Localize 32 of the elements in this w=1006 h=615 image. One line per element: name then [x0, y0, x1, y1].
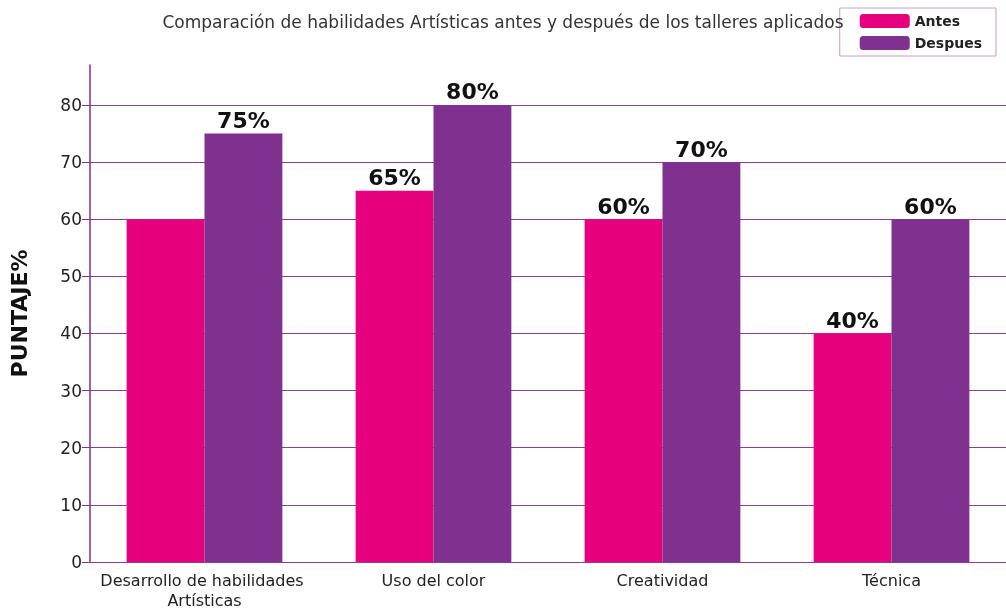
y-tick-label: 0 [71, 552, 82, 572]
data-label: 70% [675, 136, 728, 162]
bar [355, 190, 434, 562]
bar [433, 104, 512, 562]
y-tick-label: 80 [60, 94, 82, 115]
data-label: 65% [368, 165, 421, 191]
y-tick-label: 10 [60, 494, 82, 515]
y-tick-label: 50 [60, 266, 82, 287]
x-tick-label: Desarrollo de habilidades Artísticas [100, 570, 309, 610]
data-label: 60% [904, 193, 957, 219]
data-label: 60% [597, 193, 650, 219]
bar [891, 219, 970, 562]
bar [584, 219, 663, 562]
x-tick-label: Creatividad [616, 570, 709, 590]
y-axis-title: PUNTAJE% [6, 249, 32, 378]
legend-label: Antes [914, 13, 961, 29]
y-tick-label: 70 [60, 152, 82, 173]
data-label: 40% [826, 307, 879, 333]
x-tick-label: Uso del color [381, 570, 486, 590]
y-tick-label: 60 [60, 209, 82, 230]
chart-title: Comparación de habilidades Artísticas antes y después de los talleres aplicados [162, 11, 844, 32]
bar [126, 219, 205, 562]
bar [662, 162, 741, 562]
bar [204, 133, 283, 562]
bar [813, 333, 892, 562]
x-tick-label: Técnica [861, 570, 921, 590]
y-tick-label: 30 [60, 380, 82, 401]
data-label: 75% [217, 108, 270, 134]
legend-label: Despues [914, 35, 982, 51]
y-tick-label: 20 [60, 437, 82, 458]
data-label: 80% [446, 79, 499, 105]
y-tick-label: 40 [60, 323, 82, 344]
